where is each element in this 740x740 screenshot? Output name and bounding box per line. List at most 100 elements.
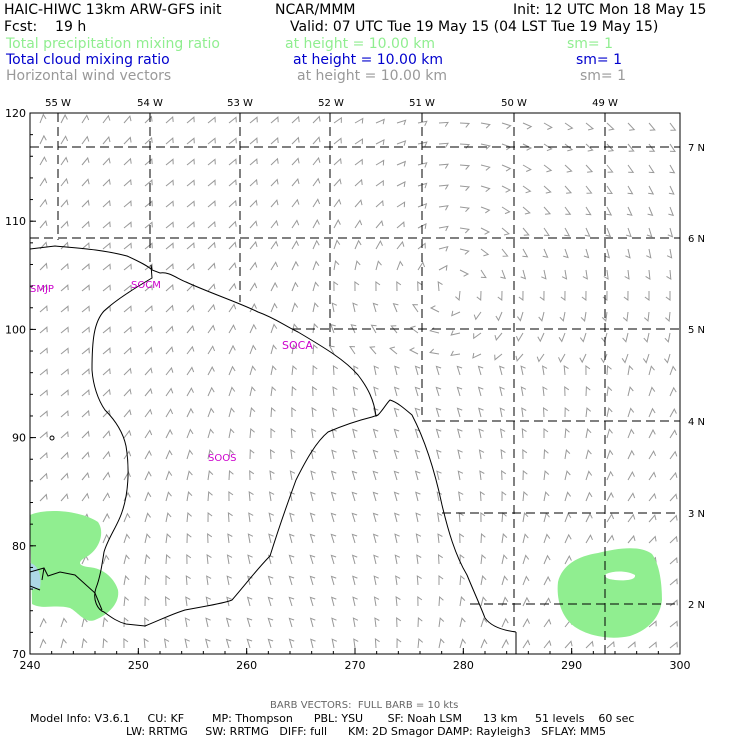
- wind-barb: [375, 239, 383, 250]
- wind-barb: [606, 428, 613, 439]
- wind-barb: [39, 389, 48, 397]
- wind-barb: [165, 428, 173, 439]
- wind-barb: [123, 136, 132, 145]
- wind-barb: [39, 472, 48, 481]
- wind-barb: [60, 220, 69, 229]
- wind-barb: [543, 491, 550, 502]
- wind-barb: [414, 449, 421, 460]
- wind-barb: [186, 304, 195, 313]
- wind-barb: [354, 158, 363, 166]
- wind-barb: [457, 470, 464, 481]
- wind-barb: [501, 596, 509, 607]
- wind-barb: [228, 158, 237, 166]
- wind-barb: [291, 407, 297, 418]
- wind-barb: [436, 491, 443, 502]
- wind-barb: [144, 179, 153, 187]
- wind-barb: [331, 428, 337, 439]
- wind-barb: [270, 199, 279, 208]
- wind-barb: [39, 368, 48, 376]
- wind-barb: [668, 185, 675, 195]
- wind-barb: [249, 137, 258, 145]
- wind-barb: [521, 428, 527, 439]
- wind-barb: [289, 491, 295, 502]
- wind-vectors: [39, 113, 678, 649]
- wind-barb: [396, 201, 406, 208]
- wind-barb: [664, 353, 671, 364]
- wind-barb: [585, 470, 593, 481]
- wind-barb: [437, 533, 443, 544]
- wind-barb: [60, 368, 69, 376]
- wind-barb: [186, 387, 194, 397]
- wind-barb: [207, 137, 216, 145]
- wind-barb: [123, 450, 132, 460]
- wind-barb: [288, 596, 295, 607]
- wind-barb: [667, 227, 674, 238]
- wind-barb: [312, 177, 321, 187]
- wind-barb: [669, 599, 678, 607]
- field-precip-sm: sm= 1: [567, 36, 614, 52]
- wind-barb: [450, 330, 461, 336]
- wind-barb: [249, 427, 255, 439]
- wind-barb: [417, 182, 428, 189]
- wind-barb: [417, 120, 428, 127]
- wind-barb: [102, 114, 111, 124]
- wind-barb: [312, 156, 321, 166]
- wind-barb: [291, 240, 299, 250]
- wind-barb: [352, 407, 358, 418]
- wind-barb: [81, 305, 90, 313]
- wind-barb: [270, 344, 277, 355]
- wind-barb: [414, 428, 421, 439]
- wind-barb: [81, 409, 90, 418]
- wind-barb: [669, 514, 678, 523]
- wind-barb: [312, 386, 318, 397]
- wind-barb: [436, 512, 443, 523]
- wind-barb: [415, 491, 421, 502]
- wind-barb: [249, 220, 258, 229]
- wind-barb: [164, 596, 170, 607]
- wind-barb: [60, 430, 69, 439]
- field-cloud-name: Total cloud mixing ratio: [6, 52, 170, 68]
- wind-barb: [207, 283, 216, 292]
- region-label-soos: SOOS: [208, 453, 236, 464]
- wind-barb: [227, 533, 233, 544]
- wind-barb: [330, 575, 337, 586]
- title: HAIC-HIWC 13km ARW-GFS init: [4, 2, 222, 18]
- wind-barb: [515, 353, 524, 362]
- wind-barb: [541, 269, 547, 280]
- wind-barb: [564, 227, 571, 237]
- wind-barb: [81, 156, 90, 166]
- wind-barb: [144, 158, 153, 166]
- wind-barb: [564, 512, 572, 523]
- wind-barb: [81, 492, 90, 502]
- wind-barb: [479, 491, 485, 502]
- wind-barb: [626, 206, 633, 216]
- wind-barb: [248, 491, 254, 502]
- wind-barb: [522, 554, 530, 565]
- wind-barb: [459, 596, 466, 607]
- wind-barb: [39, 451, 48, 460]
- wind-barb: [606, 534, 615, 544]
- wind-barb: [207, 512, 213, 523]
- wind-barb: [309, 596, 316, 607]
- wind-barb: [81, 220, 90, 229]
- wind-barb: [480, 512, 486, 523]
- wind-barb: [542, 248, 549, 258]
- wind-barb: [522, 248, 529, 258]
- wind-barb: [669, 556, 678, 565]
- wind-barb: [585, 428, 592, 439]
- wind-barb: [627, 449, 635, 460]
- wind-barb: [102, 326, 111, 334]
- x-tick-label: 250: [128, 659, 149, 672]
- wind-barb: [123, 471, 131, 481]
- wind-barb: [417, 281, 423, 292]
- wind-barb: [143, 638, 149, 649]
- wind-barb: [353, 638, 359, 649]
- wind-barb: [270, 219, 279, 229]
- wind-barb: [205, 617, 211, 628]
- wind-barb: [501, 575, 508, 586]
- wind-barb: [310, 449, 317, 460]
- wind-barb: [81, 263, 90, 271]
- wind-barb: [429, 305, 440, 313]
- wind-barb: [395, 596, 401, 607]
- barb-legend: BARB VECTORS: FULL BARB = 10 kts: [270, 700, 459, 711]
